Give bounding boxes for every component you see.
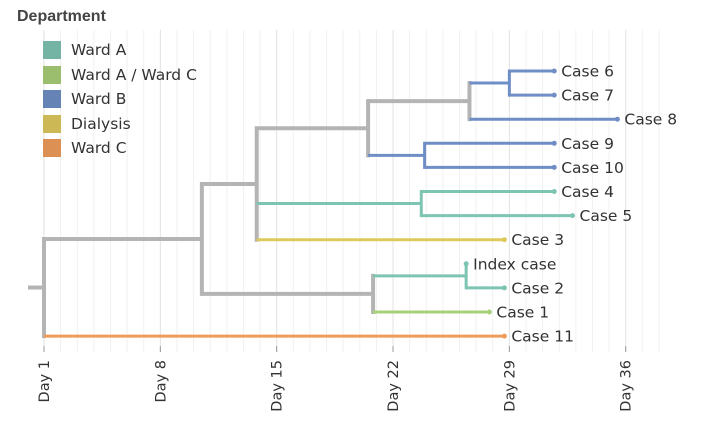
leaf-label: Case 7 (561, 87, 614, 105)
tree-labels: Case 6 Case 7 Case 8 Case 9 Case 10 Case 4 Cas… (473, 63, 677, 346)
leaf-label: Case 5 (580, 207, 633, 225)
leaf-tip (501, 333, 507, 339)
legend-item-ward-b: Ward B (17, 87, 197, 112)
legend-swatch (43, 139, 61, 158)
x-tick-label: Day 1 (37, 360, 53, 402)
legend-swatch (43, 65, 61, 84)
leaf-tip (463, 261, 469, 267)
leaf-tip (486, 309, 492, 315)
legend-label: Ward A / Ward C (71, 65, 197, 84)
leaf-tip (614, 116, 620, 122)
x-tick-label: Day 8 (153, 360, 169, 402)
leaf-label: Case 11 (511, 328, 574, 346)
leaf-label: Case 4 (561, 183, 614, 201)
leaf-label: Index case (473, 255, 556, 273)
x-tick-label: Day 36 (619, 360, 635, 412)
x-tick-label: Day 22 (386, 360, 402, 412)
legend-item-ward-c: Ward C (17, 136, 197, 161)
leaf-label: Case 10 (561, 159, 624, 177)
leaf-tip (551, 164, 557, 170)
legend: Department Ward A Ward A / Ward C Ward B… (17, 8, 197, 161)
leaf-label: Case 9 (561, 135, 614, 153)
legend-label: Dialysis (71, 114, 131, 133)
legend-swatch (43, 114, 61, 133)
legend-swatch (43, 41, 61, 60)
leaf-tip (551, 92, 557, 98)
legend-label: Ward B (71, 90, 127, 109)
legend-item-ward-a-ward-c: Ward A / Ward C (17, 63, 197, 88)
legend-title: Department (17, 8, 106, 25)
x-tick-label: Day 29 (502, 360, 518, 412)
tree-edges (28, 68, 620, 339)
leaf-tip (551, 189, 557, 194)
legend-item-ward-a: Ward A (17, 38, 197, 63)
leaf-tip (501, 285, 507, 291)
legend-label: Ward C (71, 139, 127, 158)
leaf-label: Case 2 (511, 279, 564, 297)
leaf-tip (501, 237, 507, 243)
leaf-tip (551, 68, 557, 74)
legend-swatch (43, 90, 61, 109)
x-tick-label: Day 15 (270, 360, 286, 412)
leaf-label: Case 6 (561, 63, 614, 81)
leaf-label: Case 1 (496, 304, 549, 322)
leaf-tip (551, 140, 557, 146)
leaf-tip (570, 213, 576, 219)
legend-label: Ward A (71, 41, 127, 60)
legend-item-dialysis: Dialysis (17, 112, 197, 137)
leaf-label: Case 3 (511, 231, 564, 249)
leaf-label: Case 8 (624, 111, 677, 129)
